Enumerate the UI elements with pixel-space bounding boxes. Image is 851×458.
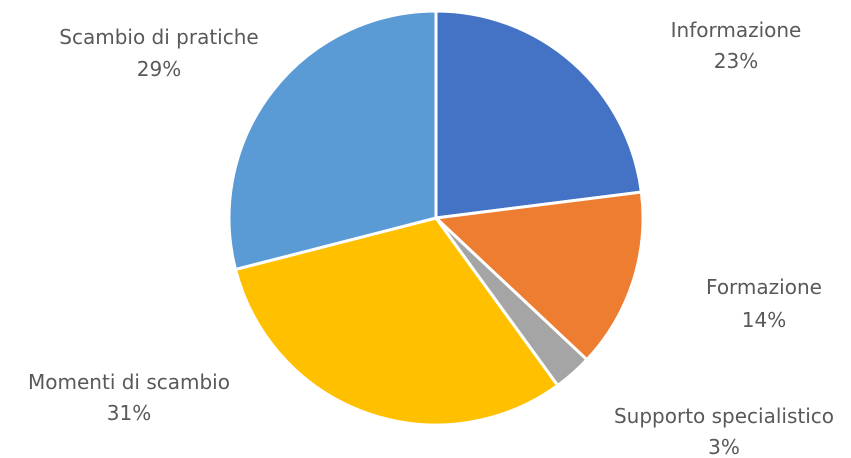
data-label-informazione-name: Informazione <box>671 18 802 42</box>
pie-slice-momenti-di-scambio <box>233 216 560 427</box>
data-label-informazione: Informazione 23% <box>671 18 802 73</box>
data-label-scambio-di-pratiche-name: Scambio di pratiche <box>59 25 258 49</box>
data-label-momenti-di-scambio-value: 31% <box>107 401 151 425</box>
pie-slices <box>227 9 645 427</box>
pie-slice-scambio-di-pratiche <box>227 9 438 272</box>
data-label-supporto-specialistico-value: 3% <box>708 435 740 458</box>
pie-slice-formazione <box>432 190 645 362</box>
data-label-formazione-value: 14% <box>742 308 786 332</box>
data-label-formazione-name: Formazione <box>706 275 822 299</box>
data-label-momenti-di-scambio: Momenti di scambio 31% <box>28 370 230 425</box>
data-label-formazione: Formazione 14% <box>706 275 822 332</box>
data-label-supporto-specialistico: Supporto specialistico 3% <box>614 404 834 458</box>
data-label-momenti-di-scambio-name: Momenti di scambio <box>28 370 230 394</box>
pie-slice-informazione <box>434 9 644 220</box>
data-label-supporto-specialistico-name: Supporto specialistico <box>614 404 834 428</box>
data-label-scambio-di-pratiche-value: 29% <box>137 57 181 81</box>
data-label-informazione-value: 23% <box>714 49 758 73</box>
data-label-scambio-di-pratiche: Scambio di pratiche 29% <box>59 25 258 81</box>
